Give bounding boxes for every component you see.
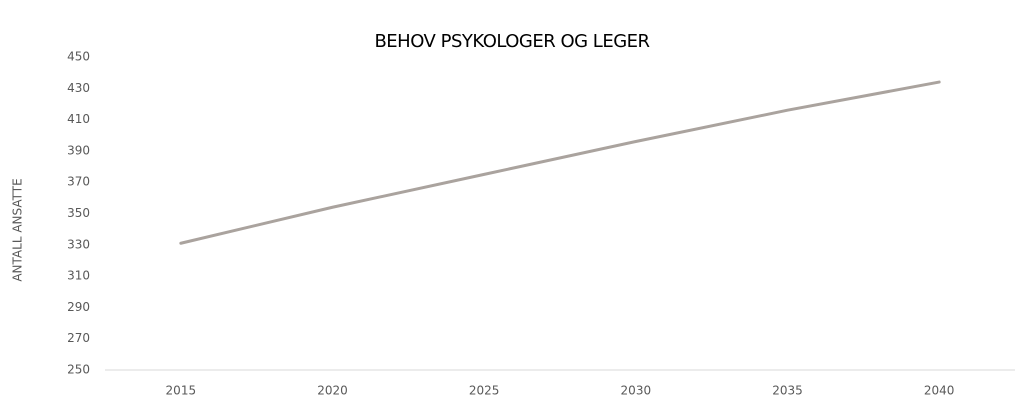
y-tick-label: 310 [67, 269, 90, 283]
y-tick-label: 290 [67, 300, 90, 314]
chart-title: BEHOV PSYKOLOGER OG LEGER [374, 31, 649, 52]
y-tick-label: 250 [67, 363, 90, 377]
x-tick-label: 2040 [924, 384, 955, 398]
y-tick-label: 390 [67, 143, 90, 157]
x-tick-label: 2020 [317, 384, 348, 398]
y-tick-label: 430 [67, 81, 90, 95]
y-tick-label: 450 [67, 50, 90, 64]
y-tick-label: 330 [67, 237, 90, 251]
y-tick-label: 270 [67, 331, 90, 345]
x-tick-label: 2030 [621, 384, 652, 398]
y-tick-label: 350 [67, 206, 90, 220]
y-tick-label: 410 [67, 112, 90, 126]
data-line [179, 80, 941, 245]
x-tick-label: 2035 [772, 384, 803, 398]
x-tick-label: 2025 [469, 384, 500, 398]
x-tick-label: 2015 [166, 384, 197, 398]
y-axis-label: ANTALL ANSATTE [11, 178, 25, 281]
y-tick-label: 370 [67, 175, 90, 189]
